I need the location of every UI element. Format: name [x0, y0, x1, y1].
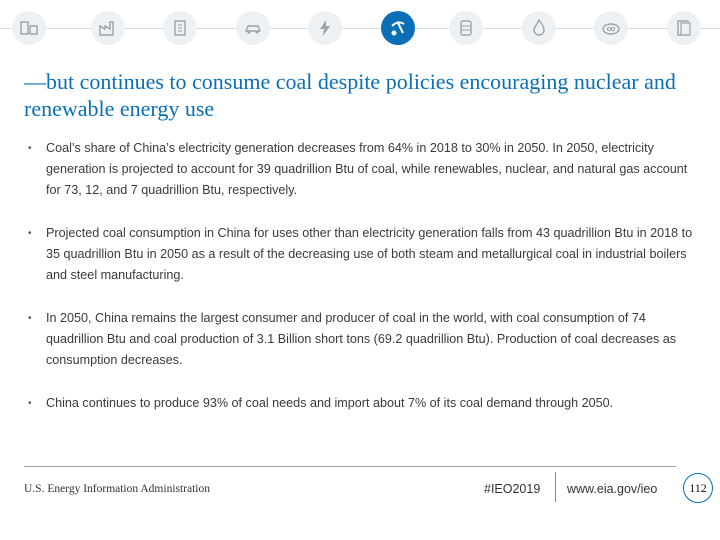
bullet-dot: • [28, 143, 32, 154]
bullet-dot: • [28, 313, 32, 324]
electricity-icon[interactable] [308, 11, 342, 45]
coal-mining-icon[interactable] [381, 11, 415, 45]
bullet-dot: • [28, 398, 32, 409]
natural-gas-flame-icon[interactable] [522, 11, 556, 45]
footer-url-link[interactable]: www.eia.gov/ieo [567, 482, 658, 496]
co2-icon[interactable] [594, 11, 628, 45]
bullet-text: China continues to produce 93% of coal n… [46, 396, 614, 410]
page-number: 112 [683, 473, 713, 503]
footer-rule [24, 466, 676, 467]
building-icon[interactable] [163, 11, 197, 45]
nav-line [0, 28, 720, 29]
bullet-text: Projected coal consumption in China for … [46, 226, 693, 282]
footer: U.S. Energy Information Administration #… [0, 464, 720, 540]
bullet-text: In 2050, China remains the largest consu… [46, 311, 677, 367]
bullet-list: • Coal’s share of China’s electricity gen… [24, 138, 700, 436]
oil-barrel-icon[interactable] [449, 11, 483, 45]
industrial-icon[interactable] [12, 11, 46, 45]
footer-hashtag: #IEO2019 [484, 482, 541, 496]
car-icon[interactable] [236, 11, 270, 45]
bullet-item: • In 2050, China remains the largest cons… [24, 308, 700, 371]
bullet-text: Coal’s share of China’s electricity gene… [46, 141, 688, 197]
slide-title: —but continues to consume coal despite p… [24, 69, 676, 121]
section-icon-nav [0, 8, 720, 48]
factory-icon[interactable] [91, 11, 125, 45]
bullet-item: • China continues to produce 93% of coal … [24, 393, 700, 414]
bullet-item: • Coal’s share of China’s electricity gen… [24, 138, 700, 201]
bullet-dot: • [28, 228, 32, 239]
bullet-item: • Projected coal consumption in China for… [24, 223, 700, 286]
footer-separator [555, 472, 556, 502]
footer-organization: U.S. Energy Information Administration [24, 483, 211, 495]
document-icon[interactable] [667, 11, 701, 45]
